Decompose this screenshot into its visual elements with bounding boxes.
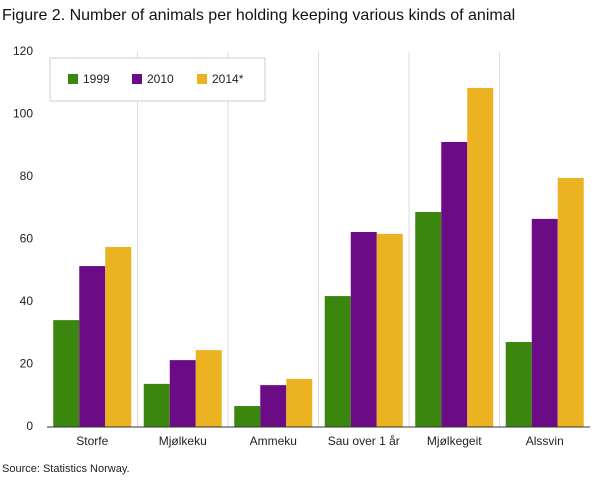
bar <box>441 142 468 427</box>
x-tick-label: Mjølkegeit <box>427 434 482 448</box>
y-tick-label: 100 <box>13 107 33 121</box>
x-tick-label: Storfe <box>76 434 108 448</box>
bar <box>376 233 403 427</box>
bar <box>260 385 287 427</box>
bar <box>169 360 196 427</box>
chart-title: Figure 2. Number of animals per holding … <box>2 7 515 24</box>
bar <box>467 87 494 427</box>
legend-label: 2014* <box>212 72 244 86</box>
bar <box>53 320 80 427</box>
y-tick-label: 0 <box>26 419 33 433</box>
x-tick-label: Ammeku <box>250 434 297 448</box>
bar <box>143 383 170 427</box>
y-tick-label: 60 <box>20 232 34 246</box>
bar <box>505 342 532 427</box>
y-tick-label: 80 <box>20 169 34 183</box>
bar <box>531 218 558 427</box>
legend-box <box>49 57 266 102</box>
bar <box>234 406 261 427</box>
bar <box>79 266 106 427</box>
y-tick-label: 40 <box>20 294 34 308</box>
bar <box>195 350 222 427</box>
bar <box>415 212 442 427</box>
x-tick-label: Mjølkeku <box>159 434 207 448</box>
legend-label: 2010 <box>147 72 174 86</box>
y-tick-label: 20 <box>20 357 34 371</box>
legend-swatch <box>197 74 207 84</box>
legend-swatch <box>132 74 142 84</box>
bar <box>286 378 313 427</box>
source: Source: Statistics Norway. <box>2 463 130 475</box>
legend-label: 1999 <box>83 72 110 86</box>
bar <box>324 296 351 427</box>
y-tick-label: 120 <box>13 44 33 58</box>
x-tick-label: Sau over 1 år <box>328 434 400 448</box>
bar <box>105 247 132 427</box>
bar <box>350 232 377 427</box>
bar <box>557 177 584 427</box>
legend-swatch <box>68 74 78 84</box>
x-tick-label: Alssvin <box>526 434 564 448</box>
